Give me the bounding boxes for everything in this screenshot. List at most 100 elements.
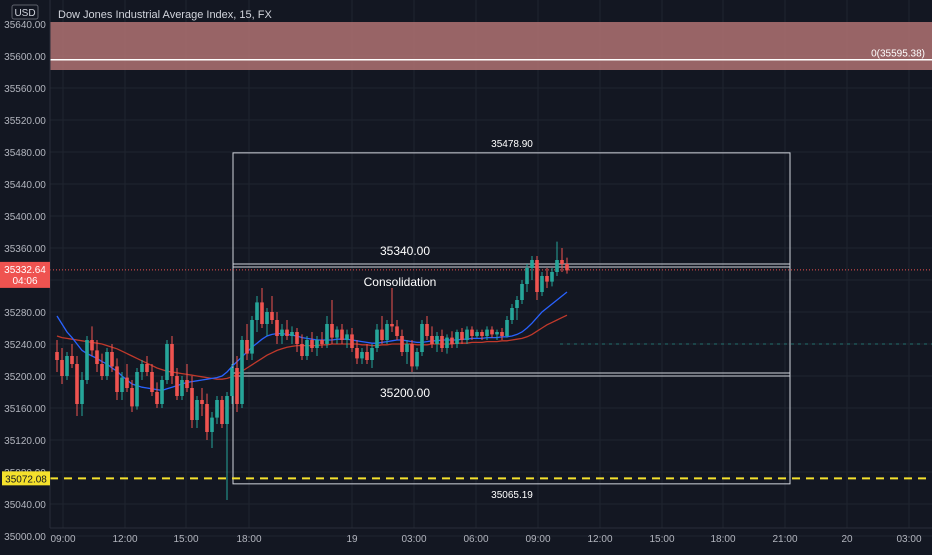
candle[interactable] (220, 396, 224, 428)
candle[interactable] (315, 336, 319, 356)
candle[interactable] (445, 334, 449, 354)
candle[interactable] (285, 320, 289, 340)
candle[interactable] (415, 348, 419, 370)
candle[interactable] (460, 328, 464, 344)
candle[interactable] (210, 412, 214, 448)
candle[interactable] (145, 356, 149, 376)
candle[interactable] (85, 336, 89, 384)
candle[interactable] (180, 376, 184, 400)
candle[interactable] (495, 329, 499, 340)
candle[interactable] (215, 396, 219, 424)
candle[interactable] (75, 356, 79, 416)
candle[interactable] (515, 296, 519, 320)
candle[interactable] (175, 368, 179, 400)
candle[interactable] (250, 316, 254, 360)
candle[interactable] (325, 316, 329, 348)
candle[interactable] (135, 368, 139, 410)
candle[interactable] (115, 358, 119, 400)
candle[interactable] (435, 332, 439, 352)
symbol-title[interactable]: Dow Jones Industrial Average Index, 15, … (58, 9, 272, 21)
candle[interactable] (125, 364, 129, 392)
candle[interactable] (465, 326, 469, 344)
candle[interactable] (130, 380, 134, 412)
candle[interactable] (375, 324, 379, 352)
projection-box[interactable] (232, 152, 791, 485)
candle[interactable] (245, 324, 249, 360)
candle[interactable] (455, 329, 459, 348)
candle[interactable] (275, 312, 279, 344)
candle[interactable] (200, 388, 204, 416)
candle[interactable] (60, 348, 64, 384)
candle[interactable] (290, 326, 294, 344)
candle[interactable] (420, 320, 424, 356)
candle[interactable] (155, 382, 159, 408)
candle[interactable] (550, 268, 554, 287)
candle[interactable] (235, 356, 239, 412)
candle[interactable] (565, 257, 569, 274)
candle[interactable] (270, 296, 274, 324)
candle[interactable] (330, 300, 334, 344)
candle[interactable] (540, 272, 544, 296)
candle[interactable] (545, 268, 549, 288)
candle[interactable] (430, 326, 434, 348)
candles-group[interactable] (55, 241, 569, 500)
candle[interactable] (65, 352, 69, 380)
candle[interactable] (280, 324, 284, 344)
candle[interactable] (395, 320, 399, 340)
candle[interactable] (405, 340, 409, 364)
candle[interactable] (140, 360, 144, 380)
candle[interactable] (185, 364, 189, 392)
candle[interactable] (95, 340, 99, 372)
candle[interactable] (530, 256, 534, 280)
candle[interactable] (560, 248, 564, 272)
candle[interactable] (100, 353, 104, 380)
candle[interactable] (170, 336, 174, 384)
candle[interactable] (70, 344, 74, 368)
candle[interactable] (555, 241, 559, 276)
candle[interactable] (195, 396, 199, 428)
candle[interactable] (80, 372, 84, 416)
candle[interactable] (90, 326, 94, 356)
candle[interactable] (190, 376, 194, 428)
candle[interactable] (265, 308, 269, 336)
candle[interactable] (340, 324, 344, 344)
candle[interactable] (440, 329, 444, 352)
candle[interactable] (535, 256, 539, 300)
candle[interactable] (350, 328, 354, 352)
candle[interactable] (390, 288, 394, 332)
candle[interactable] (335, 326, 339, 344)
supply-zone-rect[interactable] (50, 22, 932, 70)
currency-badge-frame[interactable] (11, 4, 39, 20)
candle[interactable] (510, 304, 514, 324)
candle[interactable] (470, 326, 474, 340)
candle[interactable] (105, 348, 109, 380)
currency-badge[interactable]: USD (14, 8, 35, 19)
candle[interactable] (355, 340, 359, 364)
candle[interactable] (120, 372, 124, 400)
candle[interactable] (110, 344, 114, 372)
candle[interactable] (320, 332, 324, 348)
candle[interactable] (480, 329, 484, 340)
time-axis-ticks[interactable]: 09:00 12:00 15:00 18:00 19 03:00 06:00 09:00 12:… (50, 534, 921, 545)
candle[interactable] (475, 329, 479, 338)
candle[interactable] (365, 344, 369, 364)
candle[interactable] (55, 340, 59, 372)
candle[interactable] (225, 392, 229, 500)
candle[interactable] (360, 348, 364, 364)
candle[interactable] (300, 334, 304, 360)
candle[interactable] (505, 316, 509, 338)
candle[interactable] (500, 328, 504, 340)
candle[interactable] (370, 344, 374, 368)
candle[interactable] (240, 336, 244, 408)
candle[interactable] (160, 376, 164, 408)
candle[interactable] (345, 329, 349, 348)
candle[interactable] (520, 280, 524, 304)
candle[interactable] (450, 331, 454, 348)
candle[interactable] (165, 340, 169, 384)
candle[interactable] (260, 288, 264, 328)
candle[interactable] (295, 328, 299, 352)
candle[interactable] (385, 320, 389, 344)
candle[interactable] (490, 326, 494, 338)
